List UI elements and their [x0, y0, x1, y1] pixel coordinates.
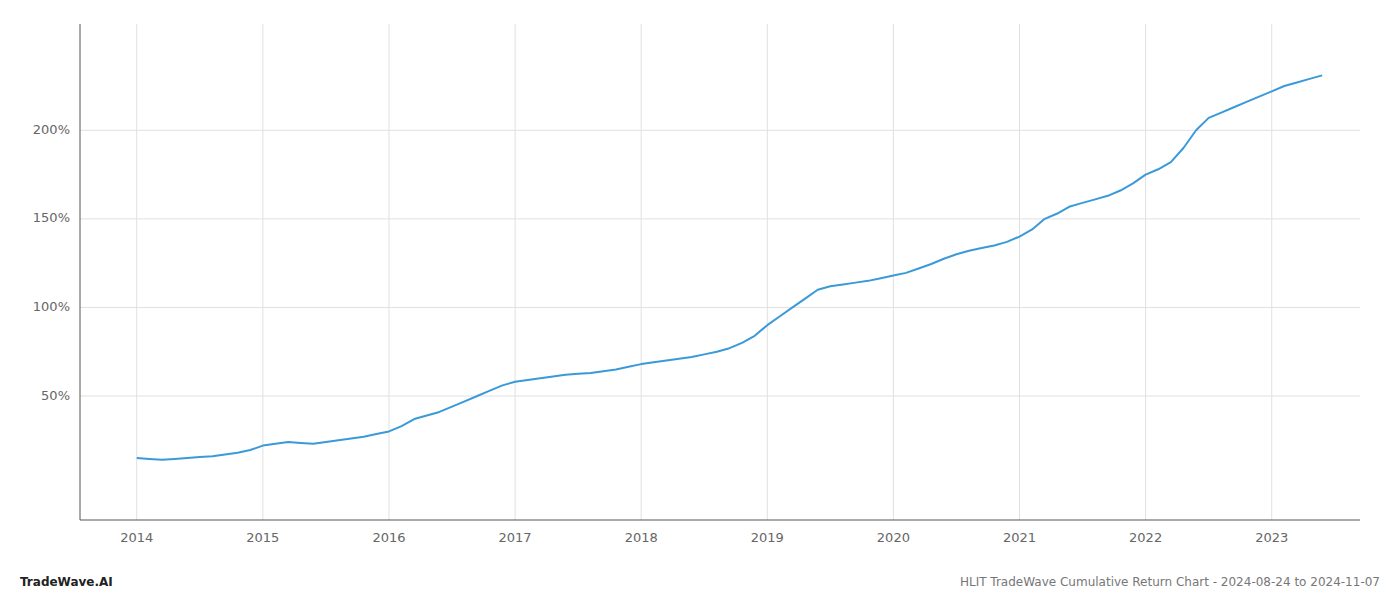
watermark: TradeWave.AI [20, 575, 113, 589]
y-tick-label: 150% [33, 210, 70, 225]
plot-area [137, 75, 1322, 459]
y-grid-line [80, 396, 1360, 397]
x-tick-label: 2014 [120, 530, 153, 545]
x-tick-label: 2016 [372, 530, 405, 545]
line-series [137, 75, 1322, 459]
x-grid-line [1271, 24, 1272, 520]
x-grid-line [136, 24, 137, 520]
x-tick-label: 2019 [751, 530, 784, 545]
y-grid-line [80, 218, 1360, 219]
x-grid-line [1019, 24, 1020, 520]
y-axis-line [80, 24, 81, 520]
x-axis-line [80, 520, 1360, 521]
x-tick-label: 2017 [499, 530, 532, 545]
axes: 50% 100% 150% 200% 2014 2015 2016 2017 2018 2019 2… [33, 24, 1360, 545]
x-tick-label: 2015 [246, 530, 279, 545]
y-tick-label: 200% [33, 122, 70, 137]
x-tick-label: 2021 [1003, 530, 1036, 545]
x-tick-label: 2020 [877, 530, 910, 545]
grid [80, 24, 1360, 520]
y-tick-label: 50% [41, 388, 70, 403]
x-grid-line [893, 24, 894, 520]
x-tick-label: 2018 [625, 530, 658, 545]
chart-container: 50% 100% 150% 200% 2014 2015 2016 2017 2018 2019 2… [0, 0, 1400, 600]
background [0, 0, 1400, 600]
title: HLIT TradeWave Cumulative Return Chart -… [960, 575, 1380, 589]
x-grid-line [1145, 24, 1146, 520]
x-grid-line [515, 24, 516, 520]
x-grid-line [767, 24, 768, 520]
y-grid-line [80, 130, 1360, 131]
x-tick-label: 2022 [1129, 530, 1162, 545]
chart-svg: 50% 100% 150% 200% 2014 2015 2016 2017 2018 2019 2… [0, 0, 1400, 600]
y-tick-label: 100% [33, 299, 70, 314]
y-grid-line [80, 307, 1360, 308]
x-tick-label: 2023 [1255, 530, 1288, 545]
x-grid-line [641, 24, 642, 520]
x-grid-line [388, 24, 389, 520]
